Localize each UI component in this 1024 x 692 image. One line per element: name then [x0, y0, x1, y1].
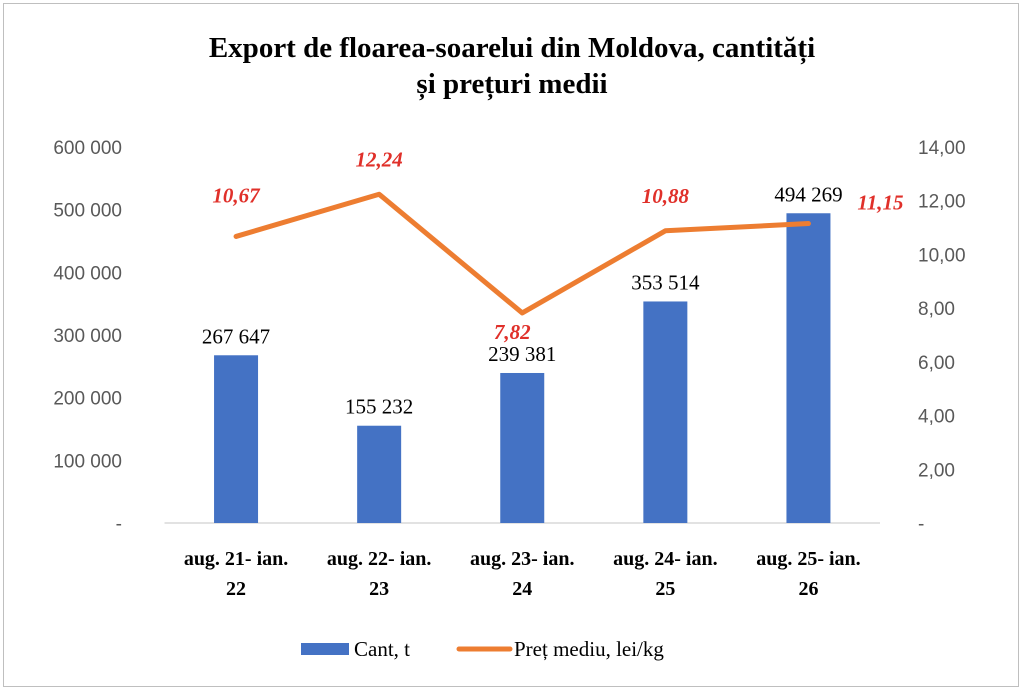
chart-frame — [3, 3, 1019, 687]
category-label-line1: aug. 21- ian. — [184, 548, 288, 570]
right-axis-tick: 10,00 — [918, 245, 966, 266]
left-axis-tick: 400 000 — [53, 263, 122, 284]
price-data-label: 10,67 — [212, 183, 261, 207]
left-axis-tick: 300 000 — [53, 326, 122, 347]
right-axis-tick: - — [918, 514, 924, 535]
category-label-line2: 26 — [798, 578, 818, 600]
right-axis-tick: 12,00 — [918, 192, 966, 213]
price-data-label: 7,82 — [494, 320, 531, 344]
price-line — [233, 191, 811, 316]
legend-bar-swatch — [301, 643, 349, 655]
bar — [214, 355, 259, 523]
right-axis-tick: 14,00 — [918, 138, 966, 159]
right-axis-tick: 6,00 — [918, 353, 955, 374]
legend-line-label: Preț mediu, lei/kg — [514, 637, 664, 661]
price-data-label: 12,24 — [356, 147, 403, 171]
category-label-line1: aug. 24- ian. — [613, 548, 717, 570]
category-label-line1: aug. 22- ian. — [327, 548, 431, 570]
bar — [786, 213, 831, 523]
price-data-label: 10,88 — [642, 184, 690, 208]
left-axis-tick: - — [116, 514, 122, 535]
left-axis-tick: 500 000 — [53, 201, 122, 222]
category-label-line2: 22 — [226, 578, 246, 600]
bar-data-label: 239 381 — [488, 342, 556, 366]
left-axis-tick: 600 000 — [53, 138, 122, 159]
left-axis-tick: 200 000 — [53, 389, 122, 410]
category-label-line2: 23 — [369, 578, 389, 600]
category-label-line2: 24 — [512, 578, 532, 600]
category-label-line1: aug. 25- ian. — [756, 548, 860, 570]
category-label-line2: 25 — [655, 578, 675, 600]
right-axis-tick: 2,00 — [918, 460, 955, 481]
bar — [643, 301, 688, 523]
bar-data-label: 494 269 — [774, 182, 842, 206]
category-label-line1: aug. 23- ian. — [470, 548, 574, 570]
right-axis-tick: 4,00 — [918, 407, 955, 428]
price-data-label: 11,15 — [857, 191, 903, 215]
chart-title: Export de floarea-soarelui din Moldova, … — [0, 30, 1024, 102]
bar-data-label: 155 232 — [345, 395, 413, 419]
bar — [357, 425, 402, 523]
title-line-2: și prețuri medii — [416, 68, 608, 100]
bar-data-label: 353 514 — [631, 270, 700, 294]
left-axis-tick: 100 000 — [53, 451, 122, 472]
bar — [500, 372, 545, 523]
right-axis-tick: 8,00 — [918, 299, 955, 320]
title-line-1: Export de floarea-soarelui din Moldova, … — [208, 32, 816, 64]
legend-bar-label: Cant, t — [354, 637, 410, 661]
bar-data-label: 267 647 — [202, 324, 270, 348]
